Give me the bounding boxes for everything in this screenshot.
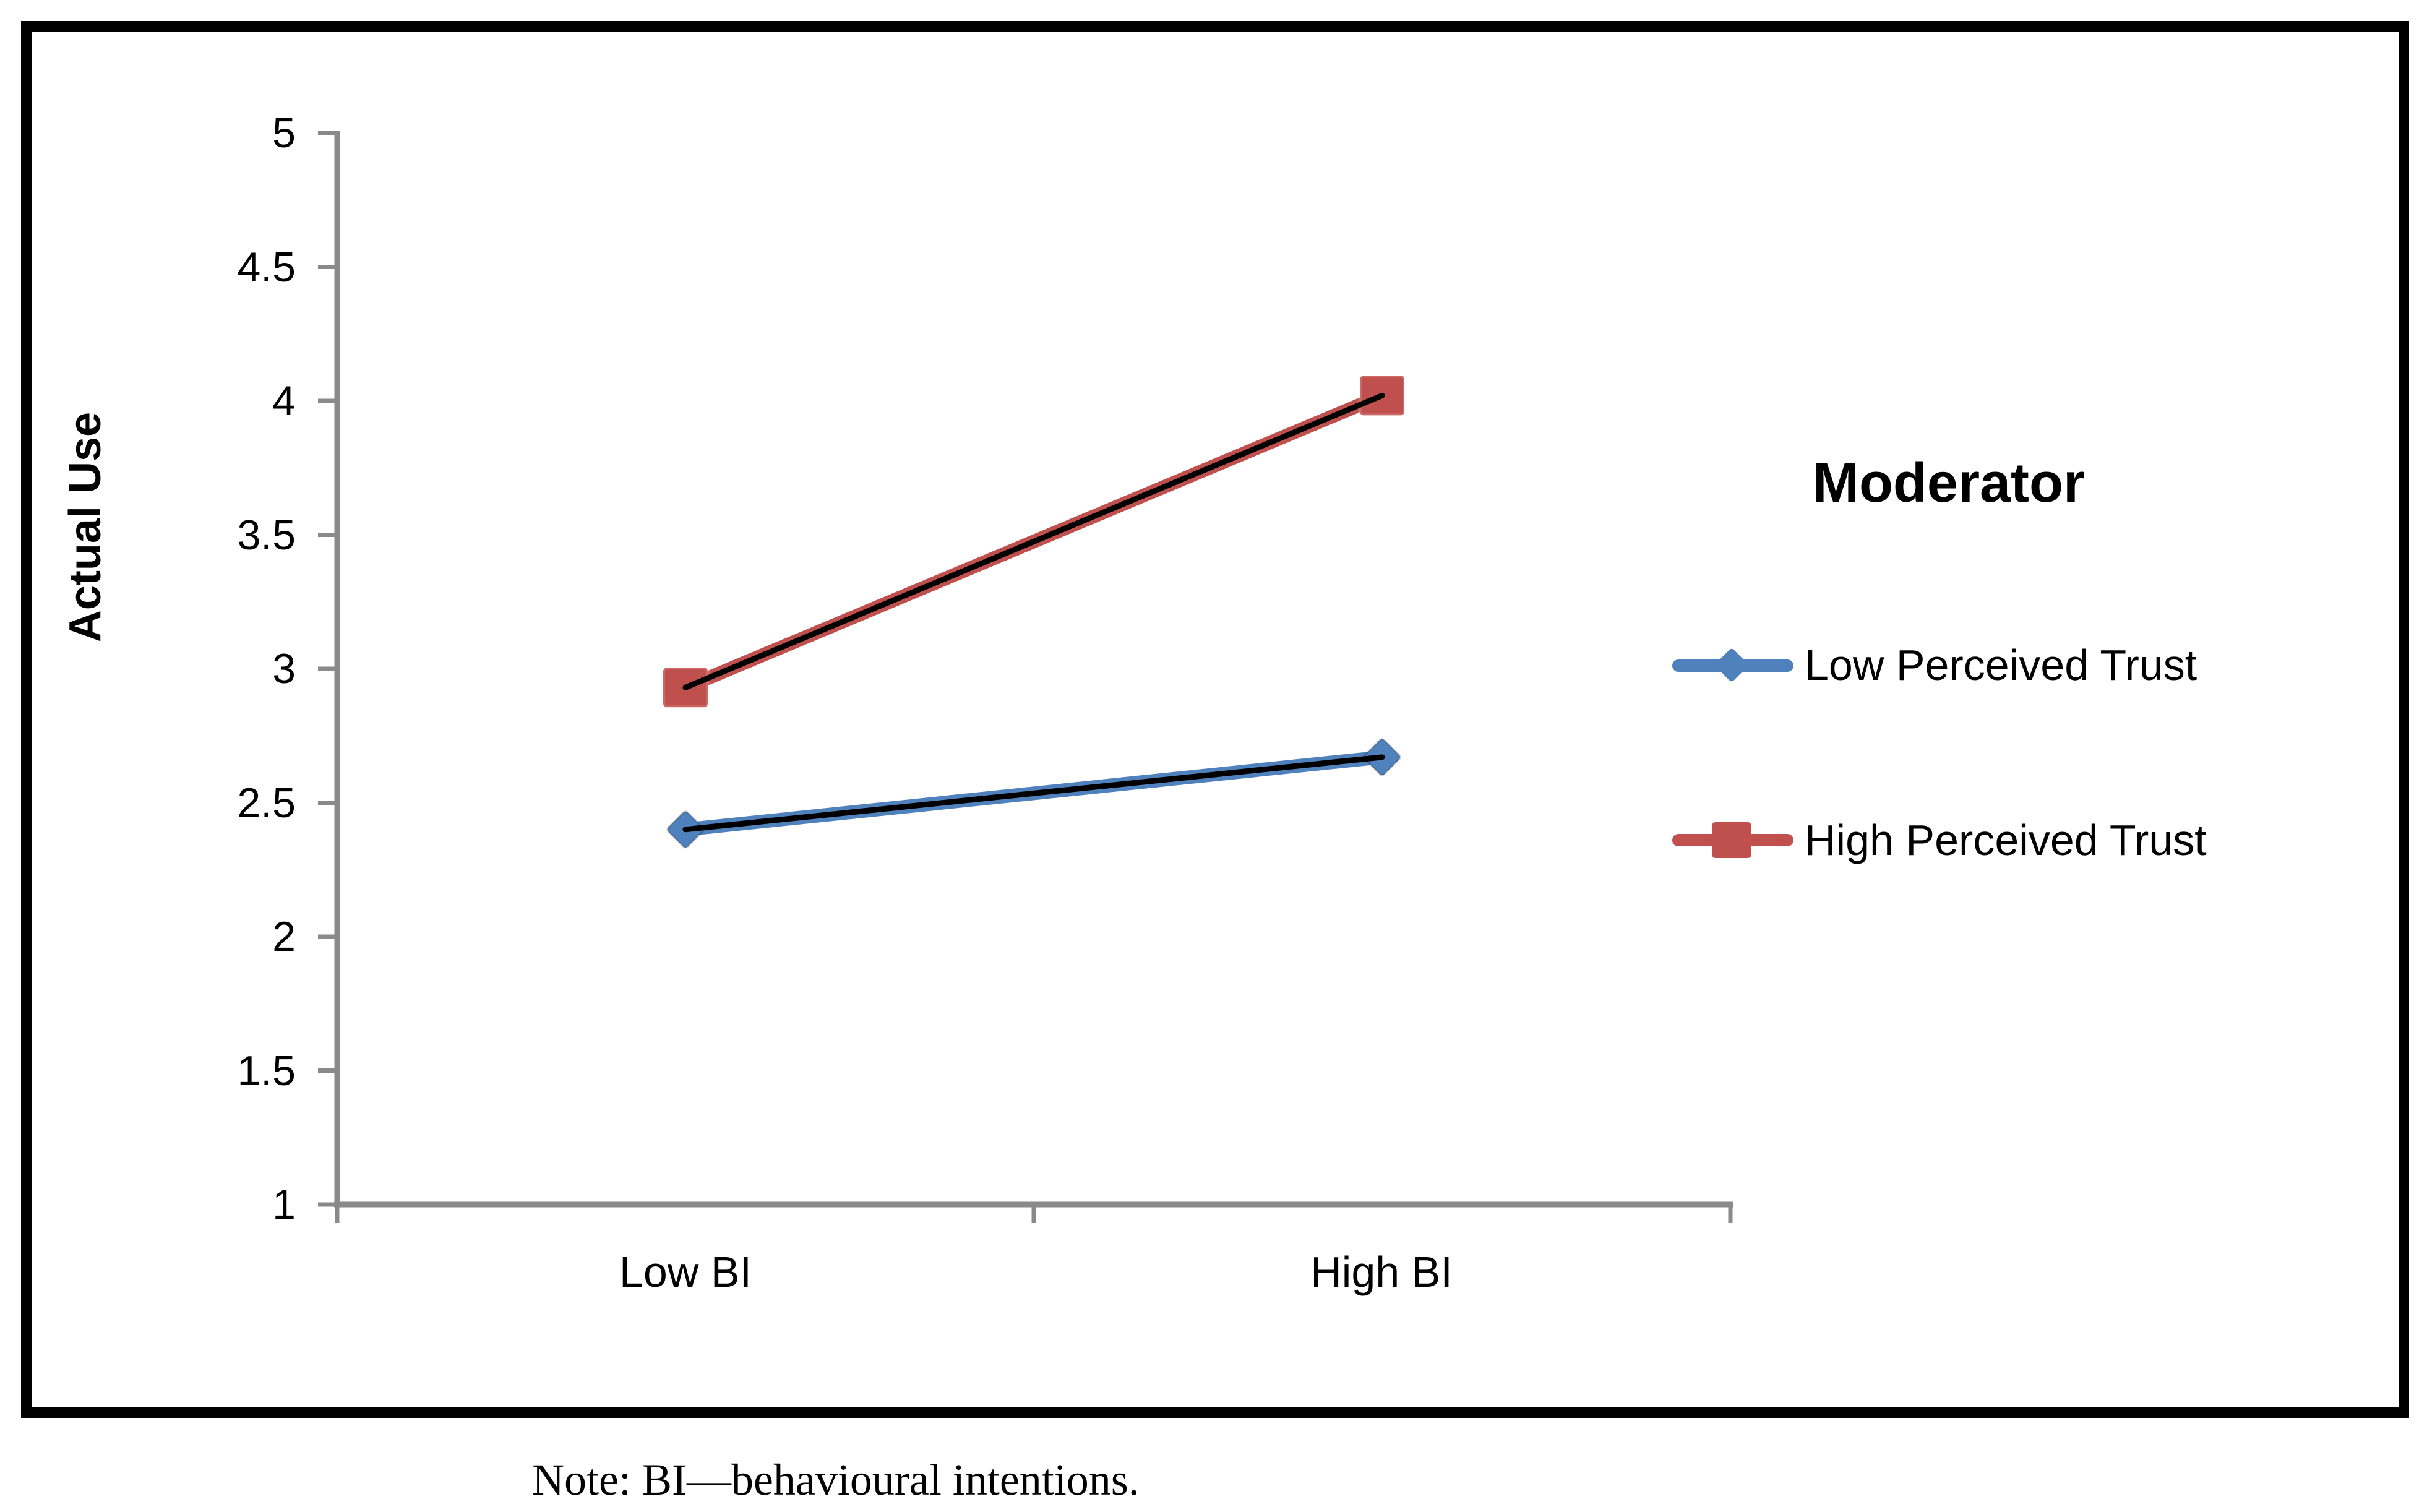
y-tick-label: 3.5 (237, 511, 296, 559)
y-tick-label: 5 (272, 110, 296, 157)
figure-frame (21, 21, 2409, 1418)
x-category-label-low-bi: Low BI (619, 1248, 752, 1296)
legend-item-label: Low Perceived Trust (1805, 641, 2197, 689)
legend-title: Moderator (1812, 452, 2086, 514)
y-tick-label: 3 (272, 645, 296, 692)
y-tick-label: 1.5 (237, 1047, 296, 1094)
y-tick-label: 1 (272, 1181, 296, 1228)
x-category-label-high-bi: High BI (1310, 1248, 1453, 1296)
square-marker-icon (1712, 822, 1751, 858)
y-tick-label: 2 (272, 913, 296, 960)
legend-item-label: High Perceived Trust (1805, 816, 2207, 864)
y-tick-label: 4 (272, 377, 296, 424)
y-axis-title: Actual Use (61, 411, 110, 643)
y-tick-label: 2.5 (237, 779, 296, 827)
figure-note: Note: BI—behavioural intentions. (532, 1455, 1140, 1505)
y-tick-label: 4.5 (237, 243, 296, 291)
